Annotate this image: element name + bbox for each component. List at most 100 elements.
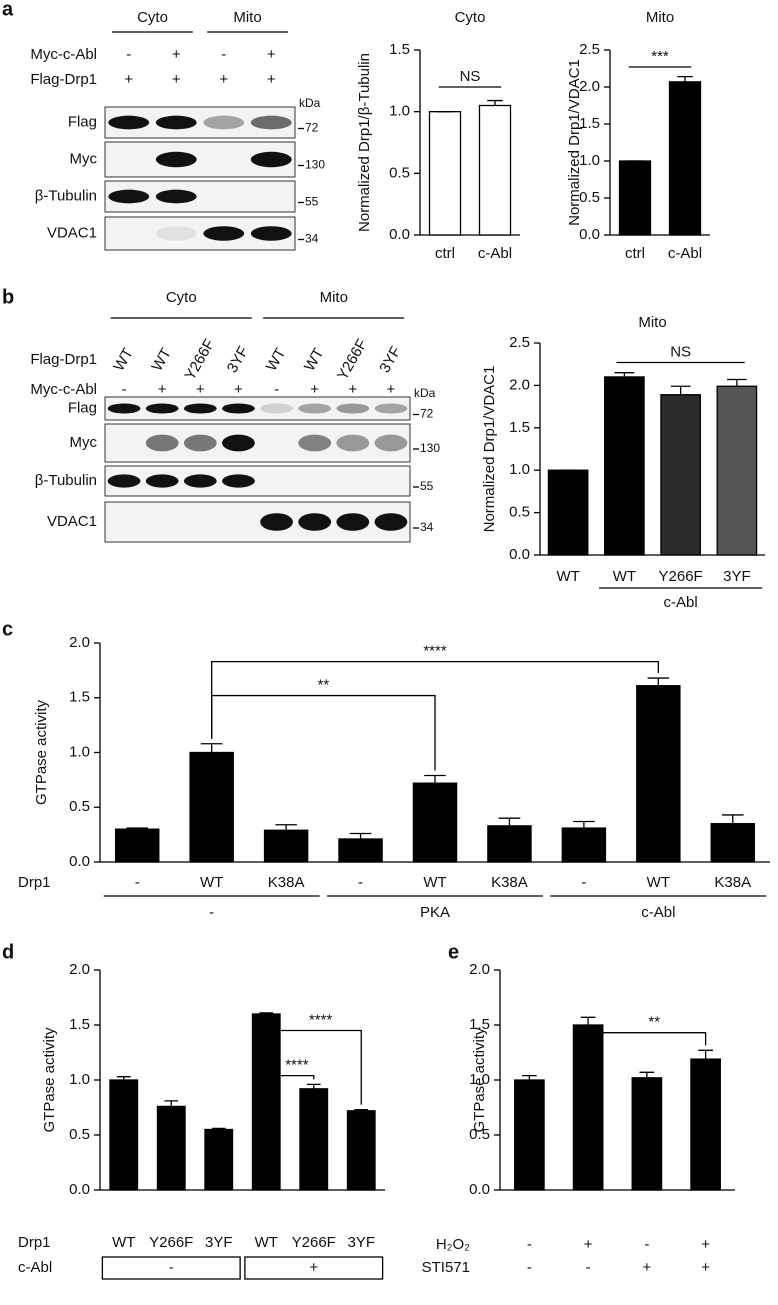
group-box <box>101 1256 241 1280</box>
row-value: + <box>701 1259 710 1276</box>
significance-label: *** <box>651 48 669 65</box>
lane-group-label: Cyto <box>166 289 197 306</box>
band <box>298 434 332 452</box>
y-tick-label: 2.0 <box>69 961 90 978</box>
y-tick-label: 0.0 <box>69 853 90 870</box>
band <box>107 474 141 488</box>
error-bar <box>164 1100 179 1107</box>
error-bar <box>275 824 297 831</box>
condition-value: Y266F <box>334 336 371 383</box>
chart-title: Mito <box>646 9 674 26</box>
panel-label: e <box>448 941 459 963</box>
bar <box>604 376 645 556</box>
bar <box>514 1079 545 1191</box>
band <box>336 434 370 452</box>
y-axis-label: GTPase activity <box>41 1027 58 1133</box>
bar <box>346 1110 376 1191</box>
condition-value: + <box>172 46 181 63</box>
band <box>374 434 408 452</box>
x-tick-label: WT <box>423 874 446 891</box>
bar <box>690 1058 721 1191</box>
band <box>108 115 150 130</box>
marker-size: 55 <box>420 479 434 493</box>
band <box>145 434 179 452</box>
condition-value: - <box>126 46 131 63</box>
x-tick-label: Y266F <box>292 1234 336 1251</box>
y-tick-label: 0.5 <box>69 1126 90 1143</box>
condition-value: - <box>274 381 279 398</box>
y-axis-label: Normalized Drp1/β-Tubulin <box>356 53 373 232</box>
bar <box>631 1077 663 1191</box>
y-tick-label: 2.5 <box>579 41 600 58</box>
band <box>222 403 255 414</box>
significance-label: **** <box>423 643 447 660</box>
marker-size: 130 <box>420 441 440 455</box>
error-bar <box>698 1049 713 1060</box>
y-tick-label: 2.5 <box>509 334 530 351</box>
condition-value: WT <box>263 345 289 374</box>
error-bar <box>647 677 670 686</box>
band <box>155 226 197 241</box>
error-bar <box>498 817 521 826</box>
condition-value: + <box>267 71 276 88</box>
condition-label: Flag-Drp1 <box>30 351 97 368</box>
error-bar <box>211 1127 226 1130</box>
band <box>260 403 293 414</box>
x-tick-label: ctrl <box>625 245 645 262</box>
y-tick-label: 0.0 <box>579 226 600 243</box>
marker-unit: kDa <box>299 96 321 110</box>
group-label: PKA <box>420 904 450 921</box>
band <box>250 226 292 241</box>
marker-size: 130 <box>305 158 325 172</box>
x-tick-label: K38A <box>714 874 751 891</box>
condition-value: + <box>234 381 243 398</box>
significance-label: ** <box>317 677 329 694</box>
y-tick-label: 1.0 <box>69 743 90 760</box>
x-tick-label: ctrl <box>435 245 455 262</box>
band <box>155 189 197 204</box>
row-label: Drp1 <box>18 874 51 891</box>
x-tick-label: K38A <box>268 874 305 891</box>
y-tick-label: 1.0 <box>579 152 600 169</box>
x-tick-label: WT <box>112 1234 135 1251</box>
significance-bracket <box>602 1032 707 1046</box>
y-tick-label: 0.0 <box>389 226 410 243</box>
error-bar <box>424 774 446 784</box>
group-label: - <box>209 904 214 921</box>
band <box>222 474 255 488</box>
error-bar <box>126 827 149 830</box>
marker-size: 55 <box>305 195 319 209</box>
band-label: Myc <box>70 150 98 167</box>
bar <box>487 825 532 863</box>
group-label: c-Abl <box>641 904 675 921</box>
band <box>298 403 332 414</box>
row-value: - <box>527 1259 532 1276</box>
band-label: β-Tubulin <box>35 187 97 204</box>
x-tick-label: - <box>358 874 363 891</box>
group-label: c-Abl <box>664 594 698 611</box>
band-label: β-Tubulin <box>35 472 97 489</box>
band <box>374 403 408 414</box>
x-tick-label: K38A <box>491 874 528 891</box>
band <box>203 226 245 241</box>
marker-size: 34 <box>305 232 319 246</box>
significance-bracket <box>211 694 436 771</box>
panel-label: c <box>2 618 13 640</box>
significance-label: NS <box>460 68 481 85</box>
lane-group-label: Mito <box>320 289 348 306</box>
x-tick-label: WT <box>200 874 223 891</box>
bar <box>478 104 512 236</box>
x-tick-label: 3YF <box>205 1234 233 1251</box>
band-label: VDAC1 <box>47 513 97 530</box>
error-bar <box>677 75 693 82</box>
bar <box>428 111 462 236</box>
x-tick-label: 3YF <box>347 1234 375 1251</box>
error-bar <box>354 1109 369 1111</box>
band <box>336 403 370 414</box>
y-tick-label: 1.0 <box>69 1071 90 1088</box>
y-tick-label: 1.0 <box>389 103 410 120</box>
error-bar <box>259 1012 274 1014</box>
y-axis-label: GTPase activity <box>33 699 50 805</box>
y-tick-label: 0.5 <box>469 1126 490 1143</box>
